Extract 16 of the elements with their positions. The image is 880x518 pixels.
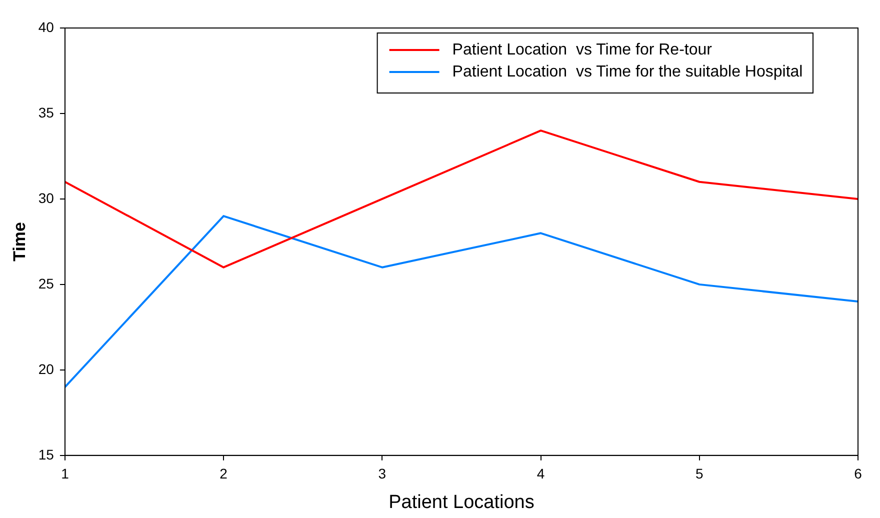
y-tick-label: 15 <box>38 446 54 462</box>
y-tick-label: 20 <box>38 360 54 377</box>
y-axis-title: Time <box>10 222 29 262</box>
x-tick-label: 5 <box>695 466 704 482</box>
x-axis-title: Patient Locations <box>388 492 534 513</box>
x-tick-label: 2 <box>220 466 228 482</box>
legend-label: Patient Location vs Time for Re-tour <box>452 41 713 58</box>
y-tick-label: 40 <box>38 18 54 35</box>
x-tick-label: 6 <box>854 466 862 482</box>
x-tick-label: 1 <box>61 466 70 482</box>
x-tick-label: 4 <box>536 466 545 482</box>
y-tick-label: 25 <box>38 275 54 292</box>
y-tick-label: 35 <box>38 104 54 120</box>
y-tick-label: 30 <box>38 190 54 206</box>
legend-label: Patient Location vs Time for the suitable Hospital <box>452 63 803 80</box>
x-tick-label: 3 <box>378 466 386 482</box>
